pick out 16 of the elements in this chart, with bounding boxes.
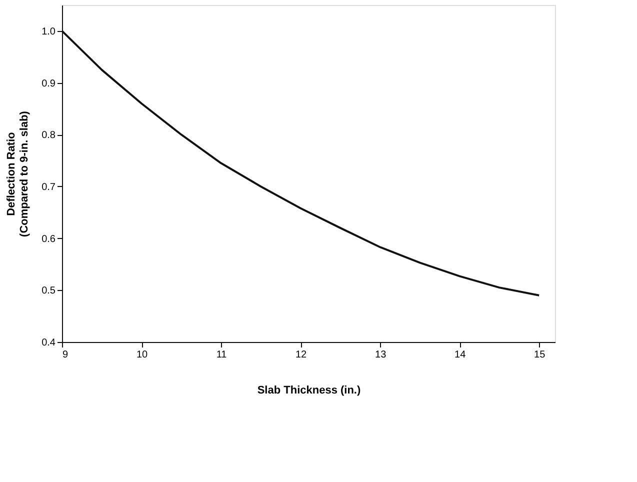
y-tick-label: 0.7 — [42, 182, 56, 193]
y-axis-title: Deflection Ratio (Compared to 9-in. slab) — [6, 110, 31, 237]
x-tick-label: 11 — [216, 350, 228, 360]
x-tick-label: 13 — [375, 350, 387, 360]
x-tick-label: 12 — [295, 350, 308, 360]
x-tick-label: 15 — [534, 350, 546, 360]
x-tick-label: 10 — [136, 350, 148, 360]
y-tick-label: 0.9 — [42, 78, 56, 90]
x-tick-label: 9 — [62, 350, 68, 360]
y-tick-label: 0.4 — [42, 338, 56, 348]
x-tick-label: 14 — [454, 350, 466, 360]
y-tick-label: 0.5 — [42, 286, 56, 297]
y-tick-label: 1.0 — [42, 26, 56, 38]
y-tick-label: 0.8 — [42, 130, 56, 142]
x-axis-title: Slab Thickness (in.) — [257, 384, 361, 396]
y-tick-label: 0.6 — [42, 234, 56, 245]
